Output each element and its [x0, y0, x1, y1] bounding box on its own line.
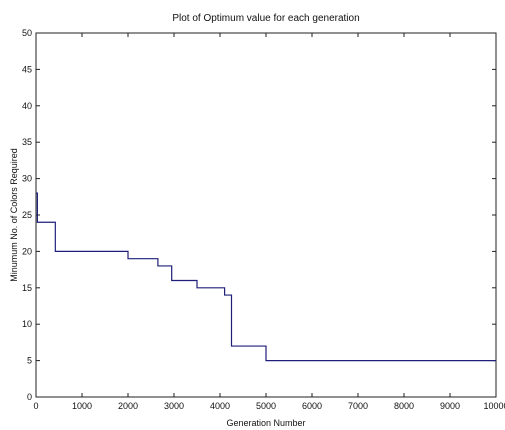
y-tick-label-1: 5 [27, 356, 32, 366]
y-tick-label-6: 30 [22, 174, 32, 184]
x-axis: 0 1000 2000 3000 4000 5000 6000 7000 8000 9000 100… [33, 33, 505, 411]
x-tick-label-4: 4000 [210, 401, 230, 411]
y-axis: 0 5 10 15 20 25 30 35 40 45 50 [22, 28, 496, 402]
x-tick-label-7: 7000 [348, 401, 368, 411]
x-tick-label-9: 9000 [440, 401, 460, 411]
x-tick-label-6: 6000 [302, 401, 322, 411]
x-tick-label-2: 2000 [118, 401, 138, 411]
y-tick-label-3: 15 [22, 283, 32, 293]
series-line-0 [36, 192, 496, 362]
x-tick-label-3: 3000 [164, 401, 184, 411]
y-tick-label-10: 50 [22, 28, 32, 38]
y-tick-label-8: 40 [22, 101, 32, 111]
x-tick-label-8: 8000 [394, 401, 414, 411]
y-axis-label: Minumum No. of Colors Required [9, 148, 19, 282]
y-tick-label-2: 10 [22, 319, 32, 329]
y-tick-label-4: 20 [22, 246, 32, 256]
x-tick-label-1: 1000 [72, 401, 92, 411]
x-tick-label-0: 0 [33, 401, 38, 411]
series-layer [36, 192, 496, 362]
x-axis-label: Generation Number [226, 418, 305, 428]
chart-title: Plot of Optimum value for each generatio… [172, 13, 359, 24]
y-tick-label-7: 35 [22, 137, 32, 147]
y-tick-label-0: 0 [27, 392, 32, 402]
y-tick-label-5: 25 [22, 210, 32, 220]
x-tick-label-5: 5000 [256, 401, 276, 411]
y-tick-label-9: 45 [22, 64, 32, 74]
